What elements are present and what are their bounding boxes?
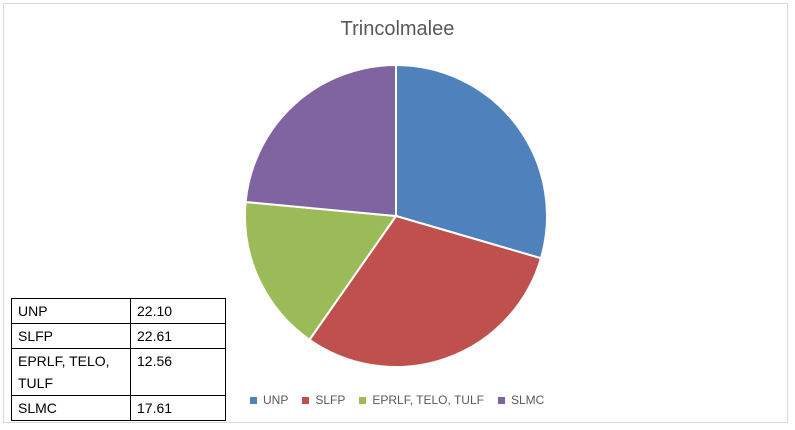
- pie-slice-eprlf-telo-tulf: [244, 200, 398, 342]
- pie-slice-slmc: [244, 63, 397, 218]
- legend-item-eprlf-telo-tulf: EPRLF, TELO, TULF: [359, 393, 484, 407]
- legend-item-slmc: SLMC: [497, 393, 545, 407]
- legend-item-unp: UNP: [250, 393, 288, 407]
- legend-swatch-slmc: [497, 396, 505, 404]
- table-cell-value: 17.61: [130, 395, 226, 421]
- legend-label-slfp: SLFP: [315, 393, 346, 407]
- table-row: SLFP 22.61: [11, 323, 226, 349]
- table-cell-value: 22.61: [130, 323, 226, 349]
- table-cell-party: SLFP: [11, 323, 131, 349]
- legend-label-eprlf-telo-tulf: EPRLF, TELO, TULF: [372, 393, 484, 407]
- legend-item-slfp: SLFP: [302, 393, 345, 407]
- table-cell-value: 12.56: [130, 348, 226, 396]
- pie-slice-slfp: [308, 214, 543, 368]
- legend-label-unp: UNP: [263, 393, 289, 407]
- table-row: UNP 22.10: [11, 298, 226, 324]
- table-cell-party: UNP: [11, 298, 131, 324]
- pie-slice-unp: [395, 63, 548, 260]
- chart-title: Trincolmalee: [340, 18, 455, 40]
- table-row: SLMC 17.61: [11, 395, 226, 421]
- data-table: UNP 22.10 SLFP 22.61 EPRLF, TELO, TULF 1…: [11, 298, 226, 421]
- table-row: EPRLF, TELO, TULF 12.56: [11, 348, 226, 396]
- table-cell-party: SLMC: [11, 395, 131, 421]
- legend-swatch-unp: [250, 396, 257, 404]
- legend-swatch-eprlf-telo-tulf: [359, 396, 367, 404]
- table-cell-party: EPRLF, TELO, TULF: [11, 348, 131, 396]
- legend: UNP SLFP EPRLF, TELO, TULF SLMC: [250, 391, 558, 409]
- legend-swatch-slfp: [302, 396, 310, 404]
- legend-label-slmc: SLMC: [510, 393, 545, 407]
- table-cell-value: 22.10: [130, 298, 226, 324]
